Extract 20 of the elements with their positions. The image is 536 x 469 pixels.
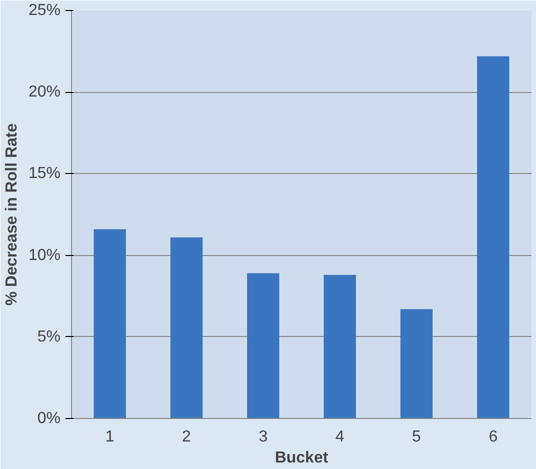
x-tick-label: 6	[488, 428, 498, 446]
x-tick-label: 2	[182, 428, 192, 446]
y-tick-label: 0%	[37, 410, 60, 427]
bar	[170, 237, 203, 418]
x-tick-label: 5	[412, 428, 422, 446]
bar	[477, 56, 510, 418]
y-axis-title: % Decrease in Roll Rate	[3, 123, 20, 306]
x-axis-title: Bucket	[274, 450, 329, 466]
bar	[324, 274, 356, 418]
bar	[400, 309, 433, 418]
y-tick-label: 20%	[28, 84, 61, 101]
y-tick-label: 10%	[28, 246, 61, 264]
bar	[247, 273, 280, 418]
bar	[94, 229, 126, 418]
y-tick-label: 15%	[28, 165, 61, 182]
y-tick-label: 5%	[37, 328, 60, 346]
y-tick-label: 25%	[28, 2, 61, 19]
x-tick-label: 3	[258, 428, 268, 446]
x-tick-label: 4	[335, 428, 344, 446]
x-tick-label: 1	[105, 428, 114, 446]
